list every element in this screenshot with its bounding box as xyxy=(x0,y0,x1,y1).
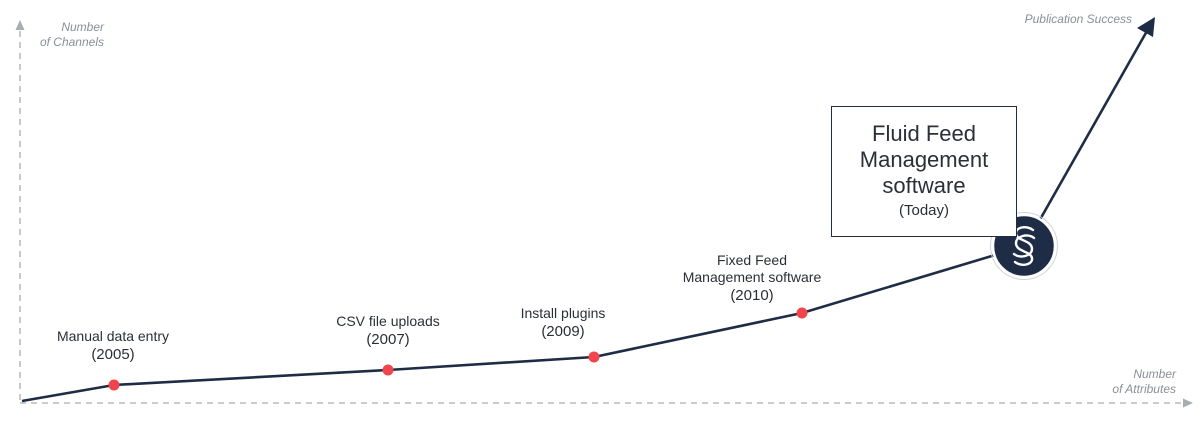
milestone-name: CSV file uploads xyxy=(336,313,440,329)
callout-title-line1: Fluid Feed xyxy=(872,121,976,146)
milestone-dot-2010 xyxy=(796,307,808,319)
milestone-label-2005: Manual data entry (2005) xyxy=(40,328,186,364)
milestone-dot-2009 xyxy=(588,351,600,363)
milestone-name-line2: Management software xyxy=(682,269,822,285)
growth-arrow-line xyxy=(1023,30,1149,247)
y-axis-label-line1: Number xyxy=(61,20,104,34)
x-axis-label-line2: of Attributes xyxy=(1112,382,1176,396)
publication-success-label: Publication Success xyxy=(1024,12,1132,26)
y-axis-arrowhead xyxy=(15,20,25,30)
milestone-name-line1: Fixed Feed xyxy=(716,252,788,268)
milestone-label-2010: Fixed Feed Management software (2010) xyxy=(664,252,840,305)
y-axis-label-line2: of Channels xyxy=(39,35,104,49)
milestone-year: (2005) xyxy=(91,346,135,363)
milestone-dot-2005 xyxy=(108,379,120,391)
callout-subtitle: (Today) xyxy=(898,202,950,219)
fluid-feed-callout: Fluid Feed Management software (Today) xyxy=(831,106,1017,237)
growth-arrowhead xyxy=(1137,17,1155,37)
milestone-dot-2007 xyxy=(382,364,394,376)
y-axis-label: Number of Channels xyxy=(36,20,104,50)
x-axis-arrowhead xyxy=(1183,398,1193,408)
milestone-name: Install plugins xyxy=(520,305,606,321)
milestone-label-2007: CSV file uploads (2007) xyxy=(318,313,458,349)
milestone-year: (2010) xyxy=(730,287,774,304)
milestone-label-2009: Install plugins (2009) xyxy=(498,305,628,341)
milestone-year: (2007) xyxy=(366,331,410,348)
milestone-name: Manual data entry xyxy=(56,328,170,344)
growth-line xyxy=(21,244,1026,403)
x-axis-label-line1: Number xyxy=(1133,367,1176,381)
milestone-year: (2009) xyxy=(541,323,585,340)
callout-title-line2: Management xyxy=(859,147,989,172)
callout-title-line3: software xyxy=(882,173,966,198)
x-axis-label: Number of Attributes xyxy=(1090,367,1176,397)
